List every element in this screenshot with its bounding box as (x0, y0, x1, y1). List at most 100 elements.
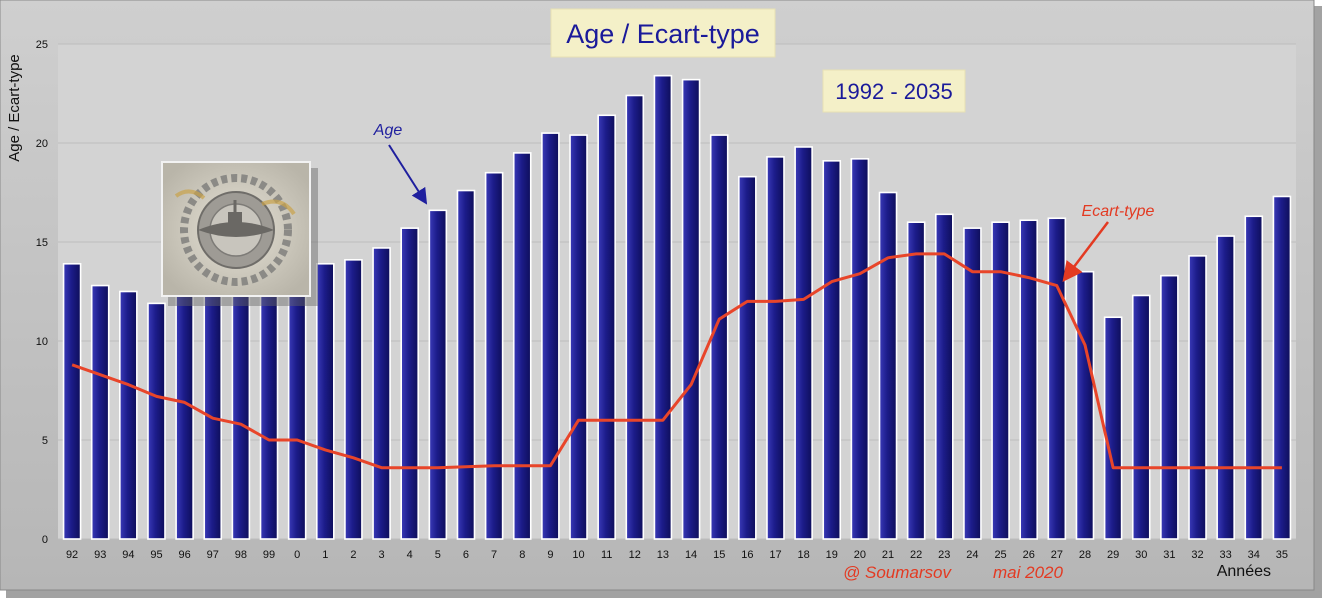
age-bar (1244, 215, 1264, 540)
age-bar (344, 259, 363, 540)
x-tick-label: 8 (519, 549, 525, 561)
age-bar (1103, 316, 1123, 540)
x-tick-label: 99 (263, 549, 275, 561)
age-bar (766, 156, 785, 540)
age-bar (259, 278, 279, 540)
std-annotation: Ecart-type (1082, 203, 1155, 220)
x-axis-label: Années (1217, 563, 1271, 580)
age-bar (541, 132, 560, 540)
x-tick-label: 93 (94, 549, 106, 561)
age-bar (906, 221, 926, 540)
x-tick-label: 4 (407, 549, 413, 561)
age-bar (119, 290, 138, 540)
x-tick-label: 3 (379, 549, 385, 561)
std-line-path (71, 252, 1282, 470)
age-arrow (388, 144, 428, 205)
x-tick-label: 13 (657, 549, 669, 561)
x-tick-label: 5 (435, 549, 441, 561)
x-tick-label: 92 (66, 549, 78, 561)
age-bar (934, 213, 954, 540)
age-bar (653, 74, 673, 540)
chart-subtitle: 1992 - 2035 (835, 79, 952, 104)
age-bar (1160, 274, 1179, 540)
age-bar (315, 262, 335, 540)
std-arrow (1062, 221, 1109, 282)
age-bar (738, 175, 757, 540)
x-tick-label: 31 (1163, 549, 1175, 561)
x-tick-label: 35 (1276, 549, 1288, 561)
x-tick-label: 16 (741, 549, 753, 561)
age-bar (1188, 255, 1207, 540)
x-tick-label: 26 (1023, 549, 1035, 561)
age-bar (456, 189, 476, 540)
x-tick-label: 0 (294, 549, 300, 561)
age-bar (794, 146, 813, 540)
x-tick-label: 95 (150, 549, 162, 561)
age-bar (1216, 235, 1235, 540)
x-tick-label: 22 (910, 549, 922, 561)
x-tick-label: 9 (547, 549, 553, 561)
y-tick-label: 15 (36, 237, 48, 249)
x-axis-ticks: 92 93 94 95 96 97 98 99 0 1 2 3 4 5 6 7 8 9 10 11 12 13 14 15 16… (66, 549, 1288, 561)
x-tick-label: 28 (1079, 549, 1091, 561)
range-box (822, 69, 966, 113)
chart-title: Age / Ecart-type (566, 19, 760, 49)
age-bar (1272, 195, 1292, 540)
age-bar (625, 94, 645, 540)
y-tick-label: 0 (42, 534, 48, 546)
x-tick-label: 15 (713, 549, 725, 561)
x-tick-label: 21 (882, 549, 894, 561)
x-tick-label: 27 (1051, 549, 1063, 561)
credit-text: @ Soumarsov (843, 563, 952, 582)
x-tick-label: 98 (235, 549, 247, 561)
x-tick-label: 32 (1191, 549, 1203, 561)
x-tick-label: 14 (685, 549, 697, 561)
x-tick-label: 1 (322, 549, 328, 561)
age-bar (484, 171, 504, 540)
x-tick-label: 23 (938, 549, 950, 561)
x-tick-label: 97 (207, 549, 219, 561)
x-tick-label: 11 (601, 549, 612, 561)
y-tick-label: 20 (36, 138, 48, 150)
y-tick-label: 25 (36, 39, 48, 51)
age-bar (597, 114, 616, 540)
x-tick-label: 7 (491, 549, 497, 561)
age-bar (850, 158, 870, 540)
x-tick-label: 2 (350, 549, 356, 561)
x-tick-label: 29 (1107, 549, 1119, 561)
age-bar (878, 191, 898, 540)
x-tick-label: 18 (797, 549, 809, 561)
x-tick-label: 10 (572, 549, 584, 561)
x-tick-label: 33 (1220, 549, 1232, 561)
age-bar (147, 302, 166, 540)
age-bar (1131, 294, 1151, 540)
y-axis-ticks: 0 5 10 15 20 25 (36, 39, 48, 546)
y-tick-label: 10 (36, 336, 48, 348)
y-axis-label: Age / Ecart-type (6, 54, 23, 162)
age-bar (400, 227, 420, 540)
age-bar (822, 160, 842, 540)
x-tick-label: 34 (1248, 549, 1260, 561)
age-bar (963, 227, 982, 540)
age-bar (569, 134, 588, 540)
submarine-insignia-icon (161, 161, 318, 306)
age-bar (428, 209, 448, 540)
x-tick-label: 30 (1135, 549, 1147, 561)
age-bar (90, 284, 110, 540)
age-bar (62, 262, 82, 540)
std-line (71, 252, 1282, 470)
age-bar (681, 78, 701, 540)
x-tick-label: 17 (769, 549, 781, 561)
x-tick-label: 12 (629, 549, 641, 561)
age-bar (709, 134, 729, 540)
age-bars (62, 74, 1292, 540)
age-bar (175, 290, 194, 540)
age-bar (991, 221, 1010, 540)
age-bar (512, 152, 532, 540)
x-tick-label: 20 (854, 549, 866, 561)
x-tick-label: 25 (994, 549, 1006, 561)
x-tick-label: 24 (966, 549, 978, 561)
age-annotation: Age (373, 122, 403, 139)
y-tick-label: 5 (42, 435, 48, 447)
